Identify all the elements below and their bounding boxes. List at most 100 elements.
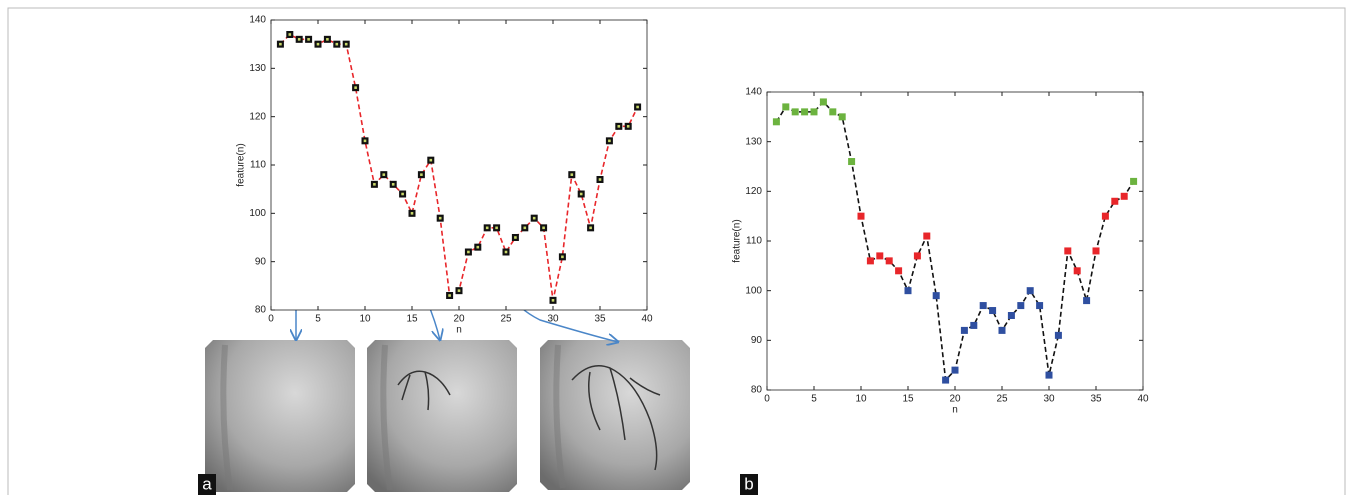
marker-center	[279, 42, 282, 46]
x-tick-label: 10	[359, 314, 371, 325]
marker	[913, 252, 921, 260]
marker-center	[467, 250, 470, 254]
marker-center	[504, 250, 508, 254]
y-tick-label: 130	[745, 136, 762, 147]
marker-center	[598, 178, 602, 181]
marker	[951, 366, 959, 374]
x-tick-label: 40	[1137, 394, 1149, 405]
marker-center	[410, 212, 414, 215]
panel-label: a	[202, 474, 212, 493]
marker-center	[608, 139, 611, 143]
marker	[1130, 177, 1138, 185]
y-tick-label: 90	[751, 335, 763, 346]
marker	[1111, 197, 1119, 205]
y-axis-label: feature(n)	[732, 219, 743, 262]
marker	[772, 118, 780, 126]
marker-center	[457, 289, 461, 292]
marker-center	[420, 173, 423, 176]
marker	[782, 103, 790, 111]
marker-center	[579, 192, 583, 196]
x-tick-label: 10	[855, 394, 867, 405]
y-tick-label: 140	[249, 15, 266, 26]
x-tick-label: 0	[764, 394, 770, 405]
marker	[1026, 287, 1034, 295]
angiogram-2	[367, 340, 517, 492]
marker	[810, 108, 818, 116]
angiogram-3	[540, 340, 690, 490]
marker	[932, 292, 940, 300]
marker	[1054, 331, 1062, 339]
x-axis-label: n	[456, 325, 462, 336]
marker-center	[288, 33, 292, 36]
x-tick-label: 5	[811, 394, 817, 405]
y-tick-label: 110	[250, 160, 266, 171]
marker	[1073, 267, 1081, 275]
plot-area	[766, 91, 1144, 391]
marker-center	[551, 299, 555, 302]
x-tick-label: 25	[996, 394, 1008, 405]
marker	[895, 267, 903, 275]
marker	[904, 287, 912, 295]
marker	[848, 158, 856, 166]
y-axis-label: feature(n)	[236, 143, 247, 186]
y-tick-label: 140	[745, 87, 762, 98]
marker	[857, 212, 865, 220]
x-tick-label: 0	[268, 314, 274, 325]
marker	[923, 232, 931, 240]
marker	[791, 108, 799, 116]
marker	[1045, 371, 1053, 379]
marker-center	[335, 42, 339, 46]
marker-center	[382, 173, 386, 176]
marker-center	[316, 42, 320, 46]
x-tick-label: 30	[547, 314, 559, 325]
marker-center	[429, 158, 433, 162]
x-tick-label: 15	[406, 314, 418, 325]
marker-center	[485, 226, 489, 230]
marker-center	[438, 216, 442, 220]
marker	[819, 98, 827, 106]
y-tick-label: 80	[255, 305, 267, 316]
marker-center	[561, 255, 564, 259]
marker	[876, 252, 884, 260]
marker-center	[636, 105, 639, 109]
y-tick-label: 80	[751, 385, 763, 396]
marker-center	[391, 183, 395, 186]
marker	[829, 108, 837, 116]
y-tick-label: 110	[746, 236, 762, 247]
x-tick-label: 35	[594, 314, 606, 325]
marker	[1120, 192, 1128, 200]
marker	[970, 321, 978, 329]
marker	[866, 257, 874, 265]
angiogram-1	[205, 340, 355, 492]
x-tick-label: 35	[1090, 394, 1102, 405]
y-tick-label: 120	[745, 186, 762, 197]
marker	[989, 307, 997, 315]
marker-center	[626, 125, 630, 128]
panel-label-box	[740, 474, 758, 495]
marker-center	[514, 236, 517, 239]
panel-label: b	[744, 474, 753, 493]
marker	[1083, 297, 1091, 305]
x-tick-label: 40	[641, 314, 653, 325]
x-tick-label: 5	[315, 314, 321, 325]
marker	[801, 108, 809, 116]
marker-center	[532, 216, 536, 220]
marker	[1101, 212, 1109, 220]
marker-center	[570, 173, 574, 176]
marker	[1017, 302, 1025, 310]
y-tick-label: 90	[255, 256, 267, 267]
marker-center	[589, 226, 592, 230]
marker-center	[344, 42, 348, 46]
marker	[1064, 247, 1072, 255]
marker-center	[448, 294, 451, 297]
marker	[1036, 302, 1044, 310]
x-axis-label: n	[952, 405, 958, 416]
y-tick-label: 130	[249, 63, 266, 74]
marker	[942, 376, 950, 384]
marker-center	[363, 139, 367, 143]
plot-area	[270, 19, 648, 311]
x-tick-label: 30	[1043, 394, 1055, 405]
marker	[885, 257, 893, 265]
marker-center	[326, 38, 329, 41]
frame	[7, 7, 1346, 495]
